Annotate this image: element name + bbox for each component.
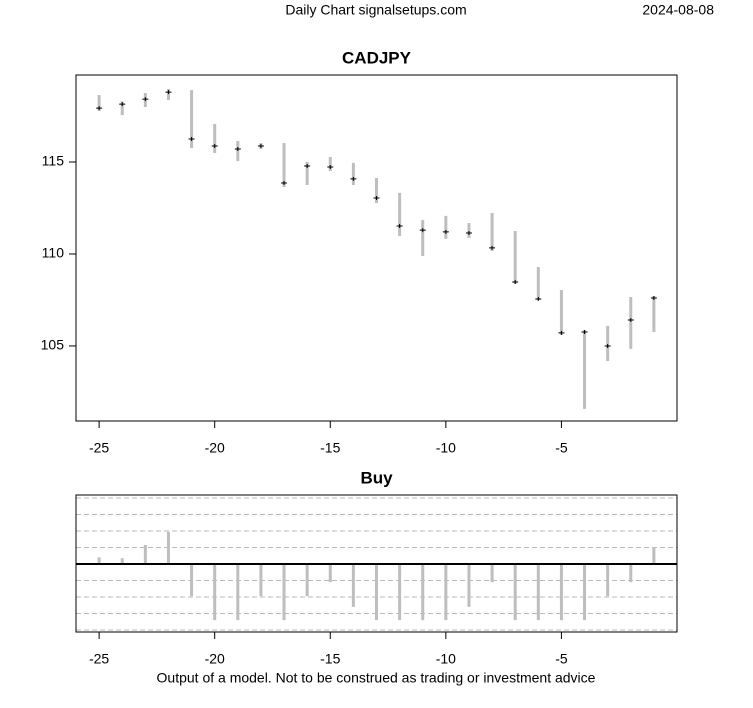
x-tick-label: -25 (89, 651, 109, 667)
close-tick (489, 245, 496, 250)
y-tick-label: 110 (42, 245, 65, 261)
x-tick-label: -10 (436, 440, 456, 456)
close-tick (304, 164, 311, 169)
close-tick (119, 102, 126, 107)
footer: Output of a model. Not to be construed a… (157, 670, 596, 686)
x-tick-label: -15 (320, 651, 340, 667)
x-tick-label: -25 (89, 440, 109, 456)
close-tick (419, 228, 426, 233)
close-tick (327, 164, 334, 169)
close-tick (350, 176, 357, 181)
y-tick-label: 115 (42, 153, 65, 169)
x-tick-label: -5 (555, 440, 568, 456)
close-tick (558, 330, 565, 335)
y-tick-label: 105 (41, 337, 65, 353)
plot-frame (75, 74, 678, 422)
close-tick (234, 146, 241, 151)
close-tick (281, 180, 288, 185)
plot-frame (75, 494, 678, 633)
close-tick (257, 144, 264, 149)
panel-title: CADJPY (342, 48, 412, 67)
close-tick (627, 318, 634, 323)
x-tick-label: -5 (555, 651, 568, 667)
close-tick (373, 196, 380, 201)
close-tick (188, 137, 195, 142)
x-tick-label: -20 (205, 440, 225, 456)
close-tick (96, 106, 103, 111)
close-tick (142, 97, 149, 102)
x-tick-label: -10 (436, 651, 456, 667)
close-tick (512, 279, 519, 284)
close-tick (535, 297, 542, 302)
close-tick (604, 343, 611, 348)
x-tick-label: -15 (320, 440, 340, 456)
panel-title: Buy (360, 468, 393, 487)
close-tick (442, 229, 449, 234)
close-tick (165, 90, 172, 95)
x-tick-label: -20 (205, 651, 225, 667)
header-right: 2024-08-08 (642, 2, 714, 18)
close-tick (396, 224, 403, 229)
close-tick (650, 295, 657, 300)
close-tick (211, 144, 218, 149)
header-left: Daily Chart signalsetups.com (285, 2, 466, 18)
close-tick (581, 329, 588, 334)
close-tick (465, 231, 472, 236)
